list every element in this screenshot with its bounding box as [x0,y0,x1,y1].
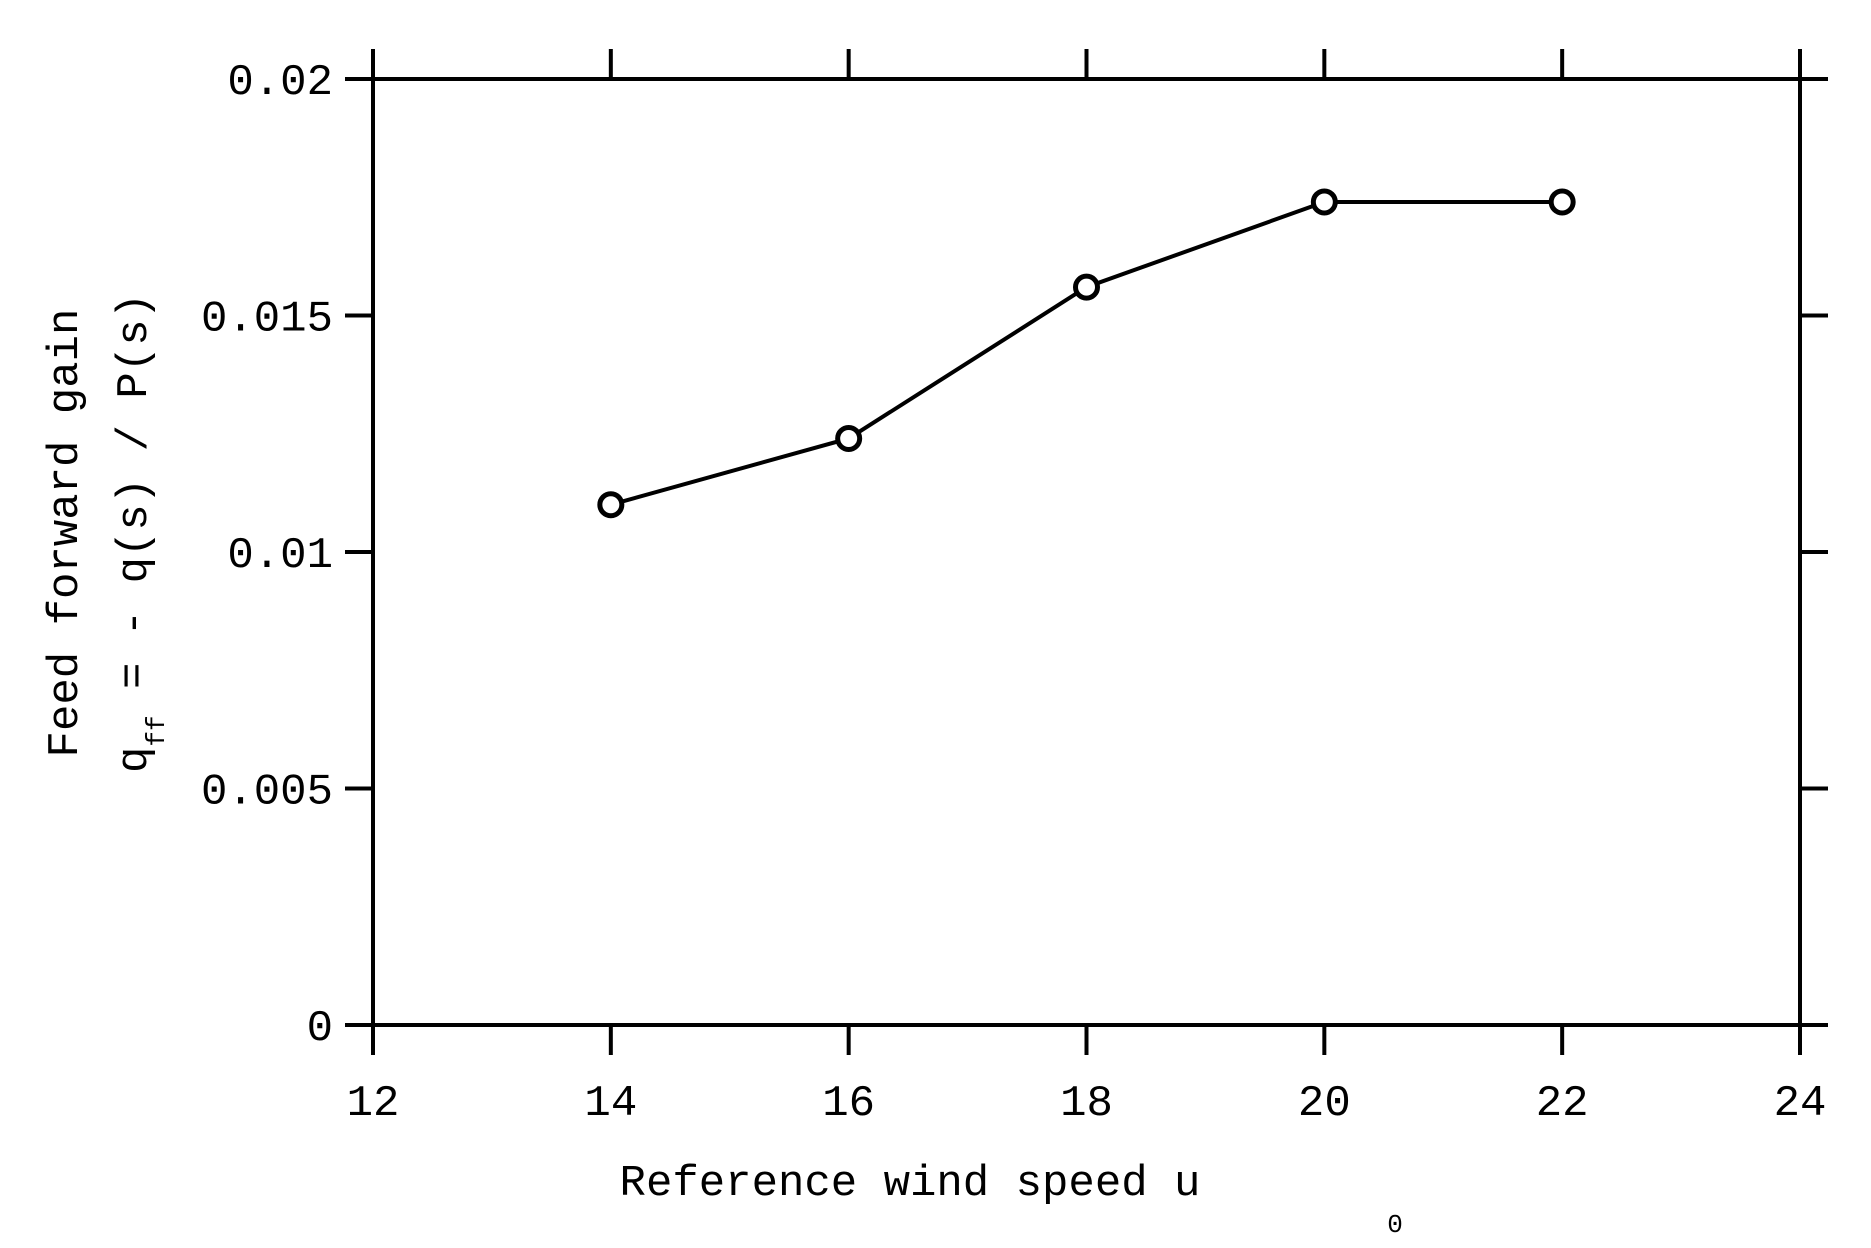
x-tick-label: 16 [822,1079,875,1129]
data-point [1548,188,1576,216]
y-axis-title: Feed forward gain [41,309,91,758]
data-point [1073,273,1100,301]
x-axis-title-text: Reference wind speed u [620,1159,1201,1209]
x-tick-label: 18 [1060,1079,1113,1129]
x-tick-label: 24 [1774,1079,1827,1129]
y-axis-title-line2: qff = - q(s) / P(s) [110,293,172,773]
y-axis-title-rest: = - q(s) / P(s) [110,293,160,715]
series [597,188,1576,519]
x-tick-label: 14 [584,1079,637,1129]
y-axis-title-q: q [110,747,160,773]
plot-frame [371,77,1802,1027]
y-tick-label: 0.005 [201,768,333,818]
x-tick-label: 20 [1298,1079,1351,1129]
x-axis-title: Reference wind speed u [620,1159,1201,1209]
series-line [610,199,1563,507]
y-tick-label: 0 [307,1004,333,1054]
y-tick-label: 0.01 [227,531,333,581]
ticks [345,49,1828,1055]
x-tick-label: 22 [1536,1079,1589,1129]
y-tick-label: 0.02 [227,58,333,108]
tick-labels: 12 14 16 18 20 22 24 0 0.005 0.01 0.015 0.02 [201,58,1826,1129]
y-axis-title-ff: ff [142,715,172,746]
data-point [835,424,863,452]
data-point [597,491,625,519]
y-axis-title-line1: Feed forward gain [41,309,91,758]
x-axis-title-subscript: 0 [1387,1210,1403,1240]
x-tick-label: 12 [347,1079,400,1129]
y-tick-label: 0.015 [201,295,333,345]
data-point [1310,188,1338,216]
y-axis-title-formula: qff = - q(s) / P(s) [110,293,172,773]
